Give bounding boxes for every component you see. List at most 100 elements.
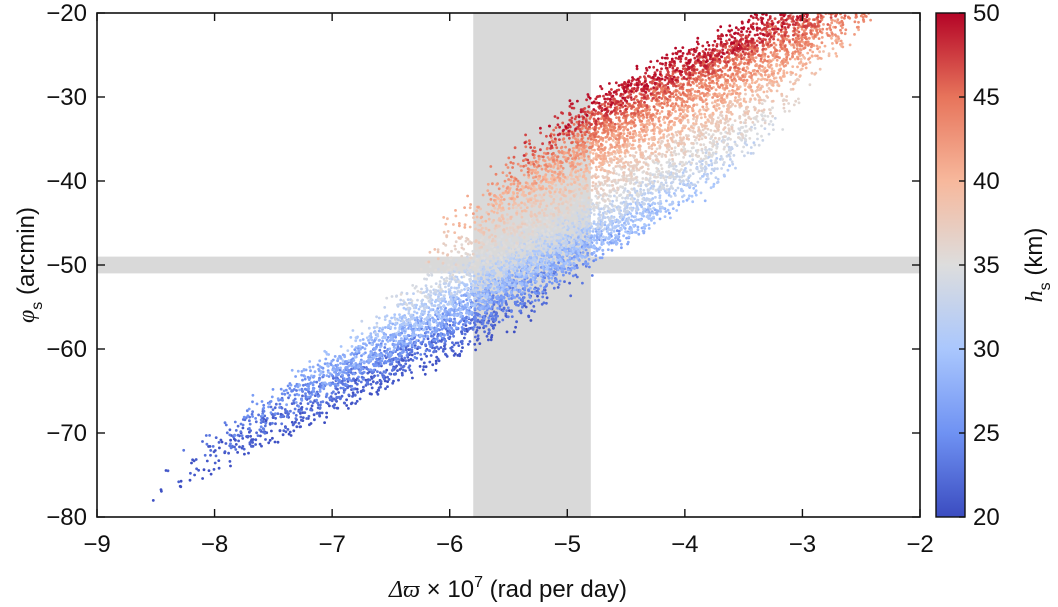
data-point <box>535 250 539 253</box>
data-point <box>429 332 433 335</box>
data-point <box>512 254 516 258</box>
data-point <box>744 134 748 138</box>
data-point <box>535 280 538 283</box>
data-point <box>431 319 435 323</box>
data-point <box>428 265 432 268</box>
data-point <box>430 304 434 307</box>
data-point <box>607 228 611 231</box>
data-point <box>280 392 284 396</box>
data-point <box>514 325 517 329</box>
data-point <box>284 426 287 429</box>
data-point <box>476 294 480 298</box>
data-point <box>310 374 313 378</box>
data-point <box>395 360 399 364</box>
data-point <box>465 283 469 287</box>
data-point <box>763 121 767 125</box>
data-point <box>489 259 492 263</box>
data-point <box>317 378 321 382</box>
data-point <box>338 368 342 372</box>
data-point <box>468 306 471 310</box>
data-point <box>597 213 601 216</box>
data-point <box>513 288 516 292</box>
data-point <box>400 337 403 340</box>
data-point <box>693 183 697 187</box>
data-point <box>271 421 274 425</box>
data-point <box>612 229 616 233</box>
data-point <box>460 254 464 258</box>
data-point <box>568 213 572 217</box>
data-point <box>617 221 621 225</box>
data-point <box>666 208 670 212</box>
data-point <box>545 301 548 305</box>
data-point <box>151 499 155 502</box>
data-point <box>667 170 671 173</box>
data-point <box>513 233 517 237</box>
data-point <box>434 298 438 302</box>
data-point <box>556 268 560 272</box>
data-point <box>362 360 366 364</box>
data-point <box>437 347 441 351</box>
data-point <box>379 345 382 349</box>
data-point <box>177 480 181 484</box>
data-point <box>489 271 493 275</box>
data-point <box>438 309 442 313</box>
data-point <box>717 137 721 140</box>
data-point <box>682 156 685 159</box>
data-point <box>474 316 477 320</box>
data-point <box>410 371 413 374</box>
data-point <box>501 247 505 250</box>
data-point <box>401 346 405 350</box>
data-point <box>411 359 415 362</box>
data-point <box>766 115 770 118</box>
data-point <box>339 357 343 360</box>
data-point <box>783 110 787 113</box>
data-point <box>279 415 283 419</box>
data-point <box>342 368 346 372</box>
data-point <box>608 207 611 211</box>
data-point <box>423 327 426 331</box>
data-point <box>433 304 437 308</box>
data-point <box>462 305 465 309</box>
data-point <box>688 174 691 178</box>
data-point <box>550 260 554 264</box>
data-point <box>579 240 583 244</box>
data-point <box>505 213 509 216</box>
data-point <box>403 315 407 319</box>
data-point <box>706 127 710 131</box>
data-point <box>566 206 569 210</box>
data-point <box>355 349 359 353</box>
data-point <box>247 407 251 411</box>
data-point <box>563 267 567 271</box>
data-point <box>341 386 345 390</box>
data-point <box>601 194 605 198</box>
data-point <box>507 252 510 256</box>
data-point <box>408 301 411 305</box>
data-point <box>289 383 293 387</box>
data-point <box>208 434 212 437</box>
data-point <box>609 231 613 235</box>
data-point <box>379 362 383 366</box>
data-point <box>383 318 387 321</box>
data-point <box>270 395 274 399</box>
data-point <box>515 241 519 245</box>
data-point <box>487 331 491 335</box>
data-point <box>453 244 457 248</box>
data-point <box>468 293 472 297</box>
data-point <box>651 187 655 191</box>
data-point <box>642 188 646 192</box>
data-point <box>585 213 589 217</box>
data-point <box>423 317 427 321</box>
data-point <box>351 329 355 332</box>
data-point <box>408 321 412 324</box>
data-point <box>620 242 623 246</box>
data-point <box>446 318 449 322</box>
data-point <box>722 147 726 151</box>
data-point <box>420 287 423 291</box>
data-point <box>463 269 466 273</box>
data-point <box>294 401 298 404</box>
data-point <box>528 249 532 253</box>
data-point <box>434 282 438 285</box>
data-point <box>305 417 309 420</box>
data-point <box>709 186 713 190</box>
data-point <box>372 375 375 379</box>
